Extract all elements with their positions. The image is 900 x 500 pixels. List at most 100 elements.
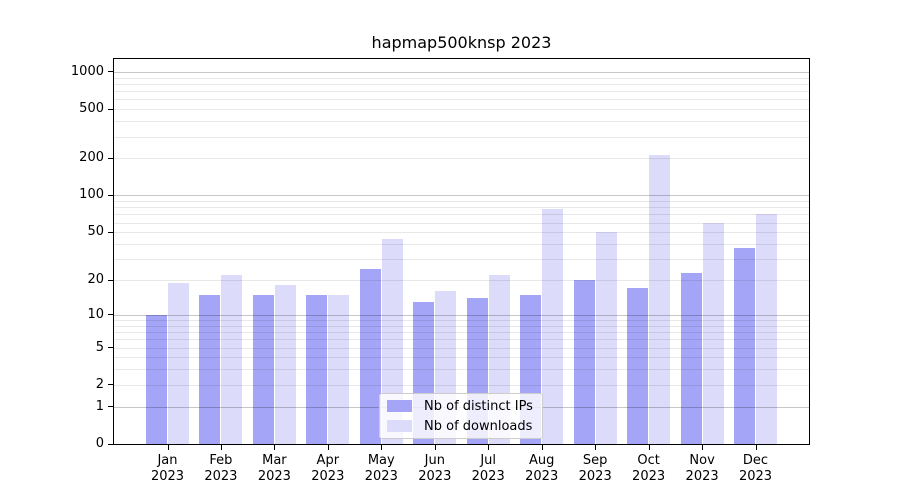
x-tick-mark — [167, 445, 169, 450]
x-tick-label: Apr 2023 — [293, 453, 363, 485]
y-tick-mark — [108, 194, 114, 196]
y-tick-mark — [108, 384, 114, 386]
x-tick-mark — [327, 445, 329, 450]
gridline-major — [114, 71, 809, 73]
x-tick-mark — [595, 445, 597, 450]
x-tick-label-line: Jul — [480, 453, 497, 468]
y-tick-mark — [108, 71, 114, 73]
x-tick-label: Nov 2023 — [667, 453, 737, 485]
x-tick-label: May 2023 — [346, 453, 416, 485]
x-tick-mark — [702, 445, 704, 450]
x-tick-label-line: 2023 — [257, 469, 291, 484]
x-tick-label-line: 2023 — [311, 469, 345, 484]
x-tick-label-line: Sep — [582, 453, 608, 468]
y-tick-label: 10 — [87, 306, 104, 322]
y-tick-label: 20 — [87, 272, 104, 287]
gridline-minor — [114, 83, 809, 85]
bar-distinct-ips-2 — [252, 294, 274, 444]
x-tick-label: Aug 2023 — [507, 453, 577, 485]
gridline-minor — [114, 222, 809, 224]
x-tick-label-line: 2023 — [738, 469, 773, 484]
x-tick-label: Oct 2023 — [614, 453, 684, 485]
bar-downloads-2 — [274, 285, 296, 444]
x-tick-label-line: Jun — [424, 453, 445, 468]
gridline-major — [114, 195, 809, 197]
y-tick-mark — [108, 347, 114, 348]
gridline-minor — [114, 91, 809, 93]
bar-downloads-1 — [221, 275, 243, 444]
gridline-minor — [114, 347, 809, 349]
y-tick-mark — [108, 108, 114, 110]
x-tick-label-line: 2023 — [632, 469, 666, 484]
y-tick-mark — [108, 314, 114, 316]
bar-downloads-11 — [756, 214, 778, 444]
x-tick-label: Jul 2023 — [453, 453, 523, 485]
x-tick-label: Jan 2023 — [133, 453, 203, 485]
y-tick-mark — [108, 406, 114, 408]
y-tick-mark — [108, 279, 114, 281]
x-tick-mark — [648, 445, 650, 450]
bar-downloads-10 — [702, 222, 724, 444]
plot-area — [113, 58, 810, 445]
x-tick-label-line: Oct — [637, 453, 660, 468]
gridline-minor — [114, 357, 809, 359]
x-tick-label: Sep 2023 — [560, 453, 630, 485]
bar-downloads-0 — [167, 282, 189, 444]
y-tick-label: 1000 — [70, 63, 104, 79]
gridline-minor — [114, 325, 809, 327]
x-tick-mark — [381, 445, 383, 450]
legend-swatch-downloads-icon — [387, 420, 412, 432]
y-tick-label: 200 — [79, 150, 104, 166]
x-tick-label: Mar 2023 — [239, 453, 309, 485]
gridline-minor — [114, 99, 809, 101]
legend: Nb of distinct IPs Nb of downloads — [379, 393, 543, 439]
x-tick-label-line: 2023 — [364, 469, 398, 484]
y-tick-label: 0 — [95, 436, 104, 451]
gridline-minor — [114, 121, 809, 123]
bar-downloads-7 — [542, 208, 564, 444]
chart-title: hapmap500knsp 2023 — [371, 33, 552, 52]
gridline-minor — [114, 232, 809, 234]
x-tick-mark — [488, 445, 490, 450]
y-tick-label: 5 — [95, 339, 104, 355]
x-tick-label-line: 2023 — [418, 469, 452, 484]
x-tick-label-line: 2023 — [204, 469, 238, 484]
x-tick-mark — [755, 445, 757, 450]
y-tick-label: 1 — [95, 398, 104, 414]
x-tick-label: Dec 2023 — [721, 453, 791, 485]
x-tick-label-line: May — [367, 453, 395, 468]
x-tick-label-line: 2023 — [150, 469, 185, 484]
gridline-minor — [114, 320, 809, 321]
gridline-minor — [114, 109, 809, 111]
x-tick-label-line: Nov — [689, 453, 715, 468]
bar-distinct-ips-1 — [199, 294, 221, 444]
gridline-major — [114, 314, 809, 316]
x-tick-label-line: Apr — [316, 453, 340, 468]
gridline-minor — [114, 369, 809, 371]
bar-distinct-ips-0 — [145, 314, 167, 444]
gridline-minor — [114, 214, 809, 216]
bar-distinct-ips-3 — [306, 294, 328, 444]
x-tick-label-line: Dec — [742, 453, 769, 468]
gridline-minor — [114, 158, 809, 160]
x-tick-label-line: 2023 — [685, 469, 719, 484]
gridline-minor — [114, 201, 809, 202]
bar-downloads-3 — [328, 294, 350, 444]
x-tick-label-line: 2023 — [578, 469, 612, 484]
legend-item-distinct-ips: Nb of distinct IPs — [387, 396, 533, 416]
bar-downloads-4 — [381, 239, 403, 444]
gridline-minor — [114, 77, 809, 79]
gridline-minor — [114, 332, 809, 333]
legend-label-downloads: Nb of downloads — [424, 418, 533, 434]
x-tick-mark — [274, 445, 276, 450]
gridline-minor — [114, 207, 809, 209]
gridline-minor — [114, 244, 809, 245]
gridline-minor — [114, 339, 809, 341]
legend-label-distinct-ips: Nb of distinct IPs — [424, 398, 533, 414]
x-tick-label-line: Mar — [262, 453, 287, 468]
gridline-minor — [114, 259, 809, 260]
gridline-minor — [114, 136, 809, 138]
y-tick-label: 50 — [87, 224, 104, 240]
legend-swatch-distinct-ips-icon — [387, 400, 412, 412]
